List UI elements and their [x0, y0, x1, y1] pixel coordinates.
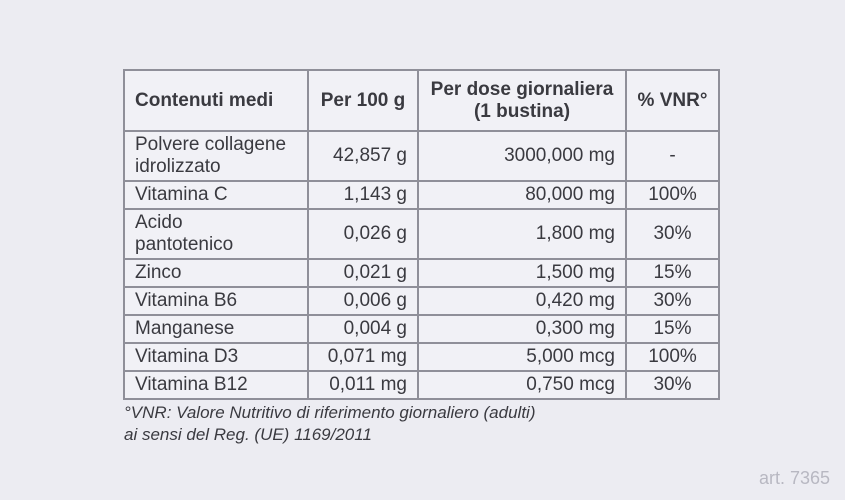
header-contenuti-medi: Contenuti medi — [123, 69, 309, 132]
header-per-dose: Per dose giornaliera (1 bustina) — [417, 69, 627, 132]
table-row: Manganese 0,004 g 0,300 mg 15% — [123, 314, 720, 344]
nutrient-name-cell: Manganese — [123, 314, 309, 344]
per-100g-cell: 0,006 g — [307, 286, 419, 316]
per-dose-cell: 3000,000 mg — [417, 130, 627, 182]
per-100g-cell: 0,004 g — [307, 314, 419, 344]
per-dose-cell: 0,300 mg — [417, 314, 627, 344]
table-row: Vitamina B6 0,006 g 0,420 mg 30% — [123, 286, 720, 316]
vnr-cell: 15% — [625, 314, 720, 344]
nutrition-table: Contenuti medi Per 100 g Per dose giorna… — [123, 69, 720, 400]
nutrient-name-cell: Acido pantotenico — [123, 208, 309, 260]
vnr-cell: 15% — [625, 258, 720, 288]
vnr-cell: 100% — [625, 180, 720, 210]
per-100g-cell: 0,026 g — [307, 208, 419, 260]
nutrition-table-block: Contenuti medi Per 100 g Per dose giorna… — [123, 69, 720, 400]
vnr-cell: 30% — [625, 208, 720, 260]
nutrient-name-cell: Vitamina D3 — [123, 342, 309, 372]
per-100g-cell: 0,021 g — [307, 258, 419, 288]
nutrient-name-cell: Vitamina B12 — [123, 370, 309, 400]
header-per-dose-line2: (1 bustina) — [473, 100, 571, 122]
header-vnr: % VNR° — [625, 69, 720, 132]
vnr-footnote: °VNR: Valore Nutritivo di riferimento gi… — [124, 402, 536, 446]
vnr-cell: 30% — [625, 370, 720, 400]
per-dose-cell: 5,000 mcg — [417, 342, 627, 372]
table-header-row: Contenuti medi Per 100 g Per dose giorna… — [123, 69, 720, 132]
header-per-100g: Per 100 g — [307, 69, 419, 132]
table-row: Vitamina B12 0,011 mg 0,750 mcg 30% — [123, 370, 720, 400]
per-100g-cell: 42,857 g — [307, 130, 419, 182]
vnr-cell: 100% — [625, 342, 720, 372]
per-dose-cell: 80,000 mg — [417, 180, 627, 210]
per-dose-cell: 0,750 mcg — [417, 370, 627, 400]
table-row: Zinco 0,021 g 1,500 mg 15% — [123, 258, 720, 288]
header-per-dose-line1: Per dose giornaliera — [430, 78, 614, 100]
per-dose-cell: 1,500 mg — [417, 258, 627, 288]
article-number: art. 7365 — [758, 468, 830, 488]
table-row: Vitamina C 1,143 g 80,000 mg 100% — [123, 180, 720, 210]
nutrient-name-cell: Polvere collagene idrolizzato — [123, 130, 309, 182]
nutrient-name-cell: Zinco — [123, 258, 309, 288]
per-100g-cell: 0,011 mg — [307, 370, 419, 400]
vnr-footnote-line1: °VNR: Valore Nutritivo di riferimento gi… — [124, 403, 536, 422]
vnr-cell: 30% — [625, 286, 720, 316]
per-dose-cell: 1,800 mg — [417, 208, 627, 260]
table-row: Polvere collagene idrolizzato 42,857 g 3… — [123, 130, 720, 182]
table-row: Vitamina D3 0,071 mg 5,000 mcg 100% — [123, 342, 720, 372]
vnr-footnote-line2: ai sensi del Reg. (UE) 1169/2011 — [124, 425, 372, 444]
per-dose-cell: 0,420 mg — [417, 286, 627, 316]
vnr-cell: - — [625, 130, 720, 182]
per-100g-cell: 1,143 g — [307, 180, 419, 210]
nutrient-name-cell: Vitamina C — [123, 180, 309, 210]
table-row: Acido pantotenico 0,026 g 1,800 mg 30% — [123, 208, 720, 260]
nutrient-name-cell: Vitamina B6 — [123, 286, 309, 316]
per-100g-cell: 0,071 mg — [307, 342, 419, 372]
